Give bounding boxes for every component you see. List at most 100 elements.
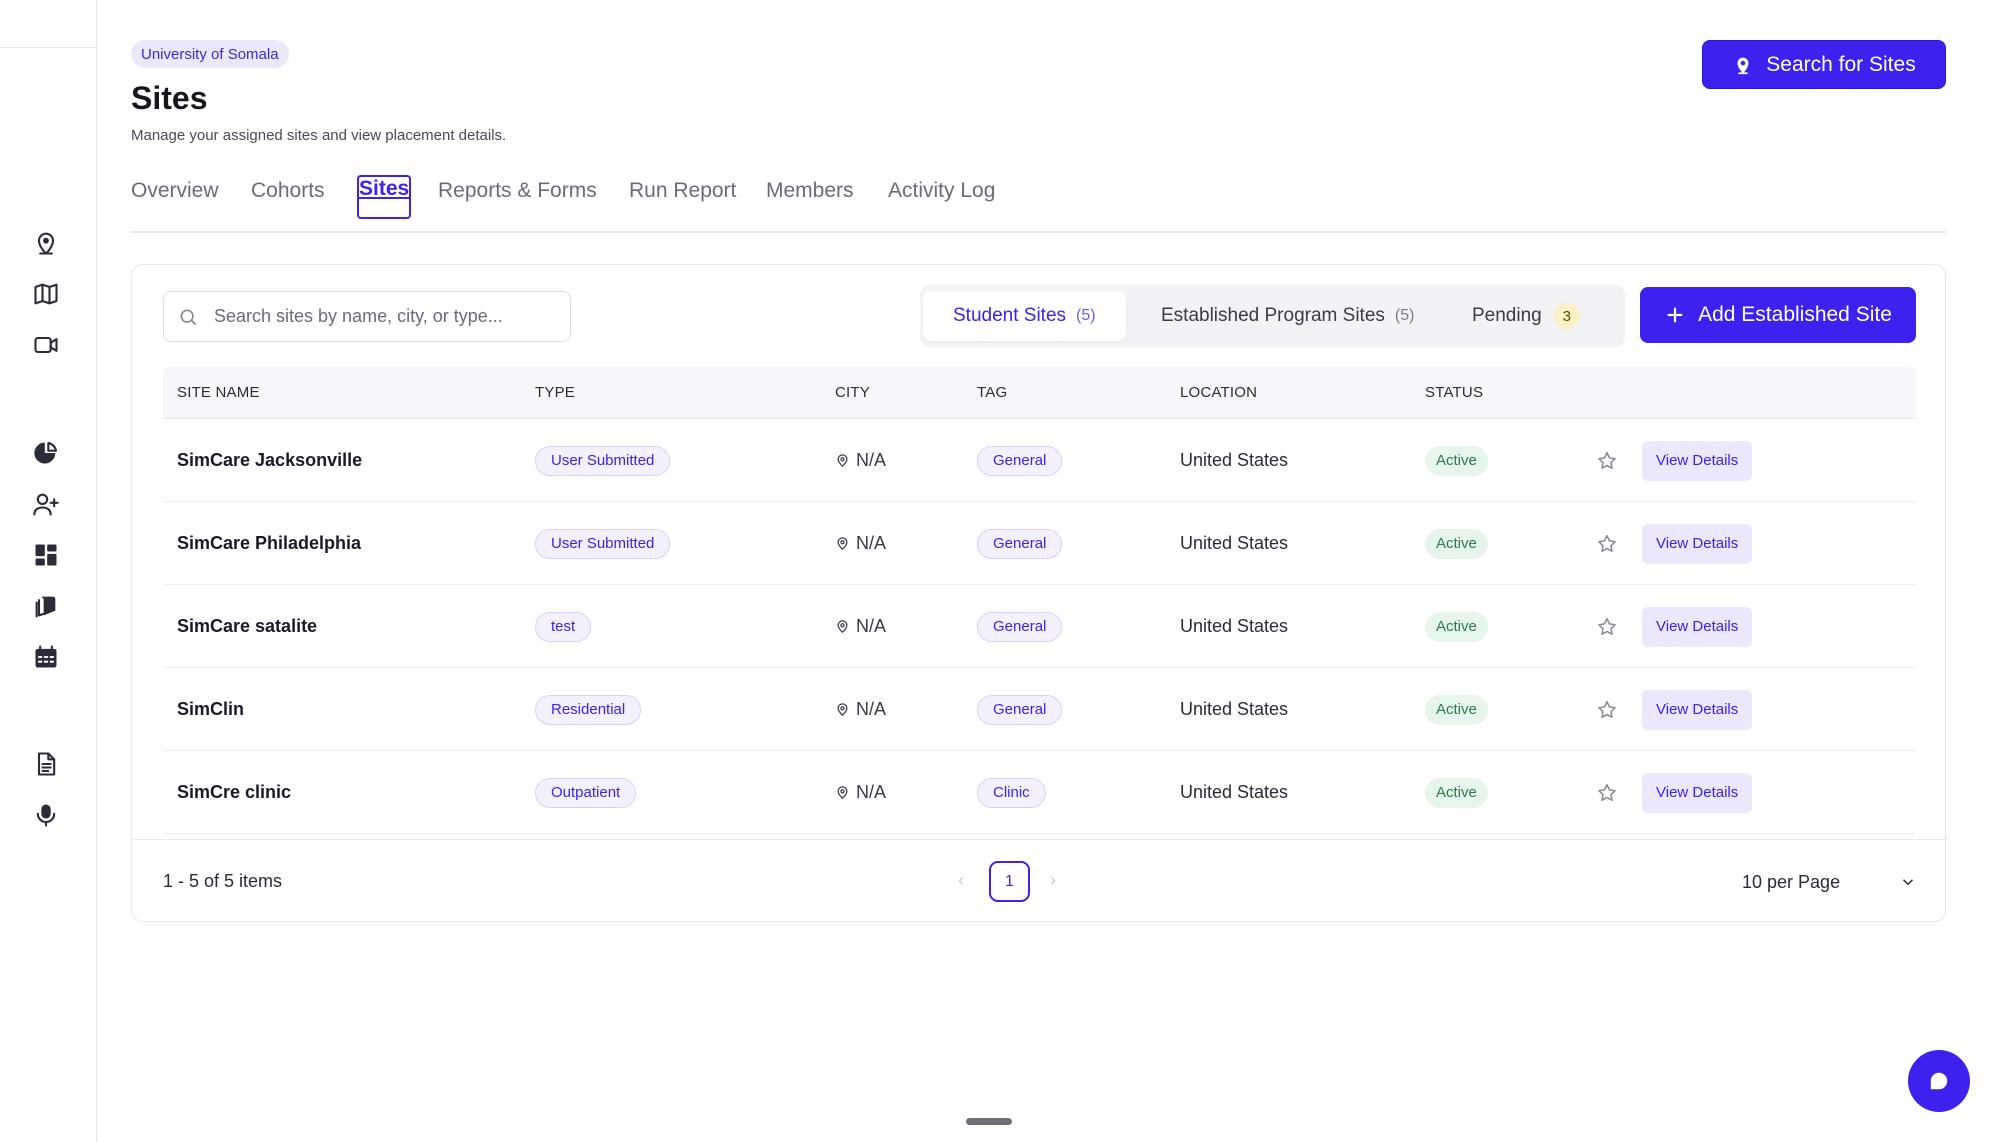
view-details-button[interactable]: View Details	[1642, 523, 1753, 564]
segment-label: Established Program Sites	[1161, 305, 1385, 326]
per-page-value: 10 per Page	[1742, 871, 1841, 892]
table-header: SITE NAME TYPE CITY TAG LOCATION STATUS	[163, 367, 1916, 419]
microphone-icon[interactable]	[30, 799, 62, 831]
tab-overview[interactable]: Overview	[131, 179, 219, 202]
view-details-button[interactable]: View Details	[1642, 772, 1753, 813]
tab-sites[interactable]: Sites	[357, 175, 412, 219]
bottom-drag-handle[interactable]	[966, 1118, 1012, 1125]
status-badge: Active	[1425, 611, 1488, 642]
tag-chip: General	[977, 528, 1063, 559]
city-value: N/A	[856, 699, 887, 719]
segment-pending[interactable]: Pending 3	[1472, 291, 1580, 341]
status-badge: Active	[1425, 445, 1488, 476]
view-details-button[interactable]: View Details	[1642, 606, 1753, 647]
view-details-button[interactable]: View Details	[1642, 440, 1753, 481]
site-name: SimCare Philadelphia	[177, 533, 362, 553]
location-pin-icon[interactable]	[30, 227, 62, 259]
view-details-button[interactable]: View Details	[1642, 689, 1753, 730]
page-title: Sites	[131, 80, 208, 116]
table-row[interactable]: SimCre clinic Outpatient N/A Clinic Unit…	[163, 751, 1916, 834]
site-search	[163, 291, 571, 342]
site-name: SimCare satalite	[177, 616, 318, 636]
document-icon[interactable]	[30, 748, 62, 780]
table-row[interactable]: SimCare Jacksonville User Submitted N/A …	[163, 419, 1916, 502]
type-chip: Residential	[535, 694, 642, 725]
location-value: United States	[1180, 699, 1289, 719]
segment-established-program-sites[interactable]: Established Program Sites (5)	[1161, 291, 1414, 341]
tab-members[interactable]: Members	[766, 179, 854, 202]
star-icon[interactable]	[1596, 419, 1618, 502]
search-icon	[180, 309, 197, 325]
city-cell: N/A	[835, 668, 886, 751]
table-row[interactable]: SimCare Philadelphia User Submitted N/A …	[163, 502, 1916, 585]
column-header-site-name: SITE NAME	[177, 384, 260, 401]
location-value: United States	[1180, 782, 1289, 802]
star-icon[interactable]	[1596, 585, 1618, 668]
add-established-site-button[interactable]: Add Established Site	[1640, 287, 1916, 343]
tab-reports-forms[interactable]: Reports & Forms	[438, 179, 597, 202]
table-row[interactable]: SimCare satalite test N/A General United…	[163, 585, 1916, 668]
page-number-button[interactable]: 1	[989, 861, 1030, 902]
city-cell: N/A	[835, 419, 886, 502]
status-badge: Active	[1425, 694, 1488, 725]
tag-chip: General	[977, 611, 1063, 642]
search-for-sites-button[interactable]: Search for Sites	[1702, 40, 1946, 89]
tab-run-report[interactable]: Run Report	[629, 179, 737, 202]
page-subtitle: Manage your assigned sites and view plac…	[131, 127, 507, 144]
table-footer: 1 - 5 of 5 items ‹ 1 › 10 per Page	[132, 839, 1947, 923]
column-header-city: CITY	[835, 384, 870, 401]
location-pin-icon	[837, 620, 848, 633]
chevron-down-icon	[1902, 879, 1914, 886]
star-icon[interactable]	[1596, 668, 1618, 751]
location-value: United States	[1180, 616, 1289, 636]
city-value: N/A	[856, 533, 887, 553]
column-header-tag: TAG	[977, 384, 1008, 401]
status-badge: Active	[1425, 777, 1488, 808]
site-name: SimCre clinic	[177, 782, 292, 802]
location-value: United States	[1180, 533, 1289, 553]
site-name: SimClin	[177, 699, 245, 719]
city-value: N/A	[856, 450, 887, 470]
calendar-icon[interactable]	[30, 641, 62, 673]
tab-activity-log[interactable]: Activity Log	[888, 179, 996, 202]
sidebar	[0, 0, 97, 1142]
table-row[interactable]: SimClin Residential N/A General United S…	[163, 668, 1916, 751]
star-icon[interactable]	[1596, 751, 1618, 834]
star-icon[interactable]	[1596, 502, 1618, 585]
site-name: SimCare Jacksonville	[177, 450, 363, 470]
previous-page-button[interactable]: ‹	[958, 870, 964, 890]
site-filter-segments: Student Sites (5) Established Program Si…	[920, 285, 1625, 347]
tab-cohorts[interactable]: Cohorts	[251, 179, 325, 202]
stacked-books-icon[interactable]	[30, 590, 62, 622]
location-pin-icon	[1737, 57, 1749, 74]
tag-chip: General	[977, 445, 1063, 476]
chat-bubble-icon	[1930, 1072, 1948, 1090]
column-header-status: STATUS	[1425, 384, 1484, 401]
type-chip: User Submitted	[535, 445, 671, 476]
location-pin-icon	[837, 786, 848, 799]
sidebar-divider	[0, 47, 97, 48]
site-search-input[interactable]	[214, 306, 554, 327]
status-badge: Active	[1425, 528, 1488, 559]
per-page-select[interactable]: 10 per Page	[1742, 860, 1917, 904]
column-header-type: TYPE	[535, 384, 575, 401]
add-user-icon[interactable]	[30, 488, 62, 520]
tab-bar: Overview Cohorts Sites Reports & Forms R…	[131, 175, 1946, 233]
city-cell: N/A	[835, 502, 886, 585]
pending-count-badge: 3	[1553, 303, 1580, 329]
city-cell: N/A	[835, 585, 886, 668]
location-pin-icon	[837, 703, 848, 716]
sites-card: Student Sites (5) Established Program Si…	[131, 264, 1947, 923]
segment-student-sites[interactable]: Student Sites (5)	[923, 291, 1126, 341]
chat-launcher-button[interactable]	[1908, 1050, 1970, 1112]
map-icon[interactable]	[30, 278, 62, 310]
video-camera-icon[interactable]	[30, 329, 62, 361]
pie-chart-icon[interactable]	[30, 437, 62, 469]
dashboard-grid-icon[interactable]	[30, 539, 62, 571]
segment-count: (5)	[1394, 307, 1415, 324]
city-value: N/A	[856, 782, 887, 802]
location-pin-icon	[837, 537, 848, 550]
segment-count: (5)	[1076, 307, 1096, 324]
next-page-button[interactable]: ›	[1050, 870, 1056, 890]
type-chip: test	[535, 611, 592, 642]
